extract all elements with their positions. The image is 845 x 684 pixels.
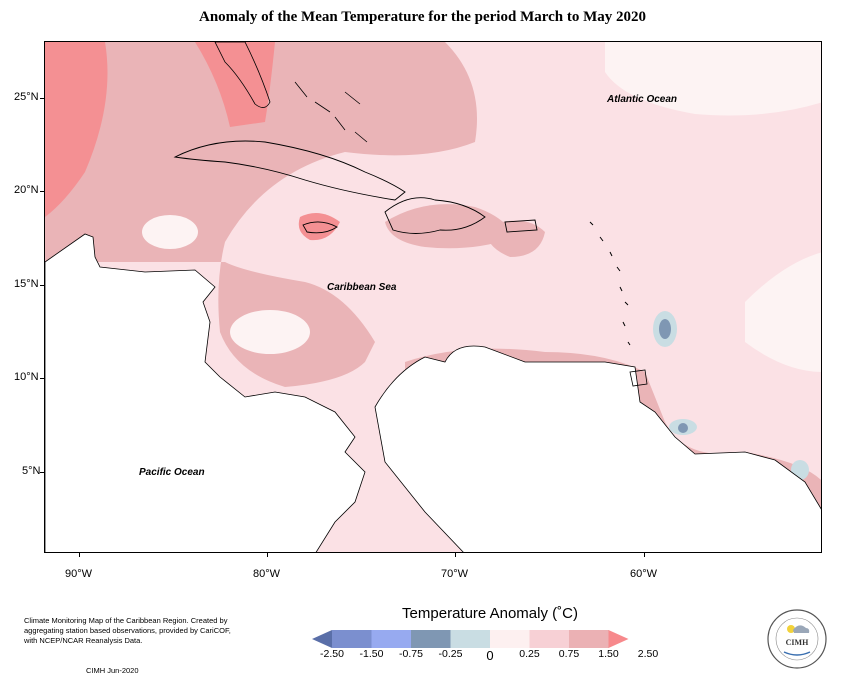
anomaly-zone-hot-jamaica bbox=[298, 213, 340, 241]
lat-tick-mark bbox=[40, 191, 44, 192]
land-south-america bbox=[374, 345, 821, 552]
colorbar-tick-label: 0 bbox=[486, 648, 494, 663]
colorbar-segment bbox=[450, 630, 491, 648]
anomaly-zone-near-zero-east bbox=[745, 252, 821, 372]
land-florida bbox=[214, 42, 271, 108]
map-credit: CIMH Jun-2020 bbox=[86, 666, 139, 675]
land-jamaica bbox=[302, 221, 338, 234]
lat-tick-mark bbox=[40, 285, 44, 286]
anomaly-zone-warm-pr bbox=[485, 220, 545, 257]
pacific-ocean-label: Pacific Ocean bbox=[139, 467, 205, 478]
lon-tick-mark bbox=[79, 553, 80, 557]
legend-title: Temperature Anomaly (˚C) bbox=[402, 605, 578, 622]
lon-tick-label: 80°W bbox=[253, 568, 281, 580]
lon-tick-label: 60°W bbox=[630, 568, 658, 580]
cimh-logo: CIMH bbox=[767, 609, 827, 669]
colorbar-tick-label: -0.75 bbox=[399, 648, 423, 660]
lon-tick-mark bbox=[455, 553, 456, 557]
colorbar-tick-label: 2.50 bbox=[637, 648, 659, 660]
lat-tick-label: 25°N bbox=[14, 91, 39, 103]
map-panel: Atlantic Ocean Caribbean Sea Pacific Oce… bbox=[44, 41, 822, 553]
land-central-america bbox=[45, 233, 366, 552]
colorbar-tick-label: -2.50 bbox=[320, 648, 344, 660]
colorbar-tick-label: 0.25 bbox=[519, 648, 540, 660]
caribbean-sea-label: Caribbean Sea bbox=[327, 282, 397, 293]
land-puerto-rico bbox=[504, 219, 538, 233]
colorbar-extend-min bbox=[312, 630, 332, 648]
atlantic-ocean-label: Atlantic Ocean bbox=[607, 94, 678, 105]
colorbar-segment bbox=[371, 630, 412, 648]
lon-tick-mark bbox=[267, 553, 268, 557]
lat-tick-mark bbox=[40, 378, 44, 379]
anomaly-zone-negative-core bbox=[659, 319, 671, 339]
land-bahamas bbox=[294, 81, 368, 143]
anomaly-zone-cool-spot-2 bbox=[230, 310, 310, 354]
land-hispaniola bbox=[384, 197, 486, 234]
anomaly-zone-hot-west bbox=[45, 42, 108, 217]
anomaly-zone-negative-trinidad-core bbox=[678, 423, 688, 433]
colorbar-tick-label: -0.25 bbox=[438, 648, 463, 660]
map-title: Anomaly of the Mean Temperature for the … bbox=[198, 9, 647, 25]
colorbar-extend-max bbox=[608, 630, 629, 648]
lat-tick-label: 20°N bbox=[14, 184, 39, 196]
lon-tick-mark bbox=[644, 553, 645, 557]
colorbar bbox=[312, 630, 629, 648]
land-trinidad bbox=[629, 369, 648, 387]
lon-tick-label: 90°W bbox=[65, 568, 93, 580]
map-description: Climate Monitoring Map of the Caribbean … bbox=[24, 616, 231, 645]
land-lesser-antilles bbox=[589, 221, 631, 346]
colorbar-tick-label: 1.50 bbox=[598, 648, 619, 660]
colorbar-segment bbox=[490, 630, 530, 648]
lon-tick-label: 70°W bbox=[441, 568, 469, 580]
lat-tick-mark bbox=[40, 98, 44, 99]
lat-tick-mark bbox=[40, 472, 44, 473]
land-cuba bbox=[173, 140, 406, 201]
anomaly-zone-cool-spot-1 bbox=[142, 215, 198, 249]
lat-tick-label: 5°N bbox=[22, 465, 41, 477]
colorbar-segment bbox=[332, 630, 372, 648]
colorbar-tick-label: 0.75 bbox=[558, 648, 580, 660]
colorbar-tick-label: -1.50 bbox=[359, 648, 384, 660]
colorbar-segment bbox=[529, 630, 570, 648]
anomaly-map bbox=[45, 42, 821, 552]
anomaly-zone-warm bbox=[45, 42, 477, 387]
anomaly-zone-near-zero bbox=[605, 42, 821, 116]
colorbar-segment bbox=[411, 630, 451, 648]
lat-tick-label: 10°N bbox=[14, 371, 39, 383]
logo-text: CIMH bbox=[786, 638, 809, 647]
lat-tick-label: 15°N bbox=[14, 278, 39, 290]
colorbar-segment bbox=[569, 630, 609, 648]
